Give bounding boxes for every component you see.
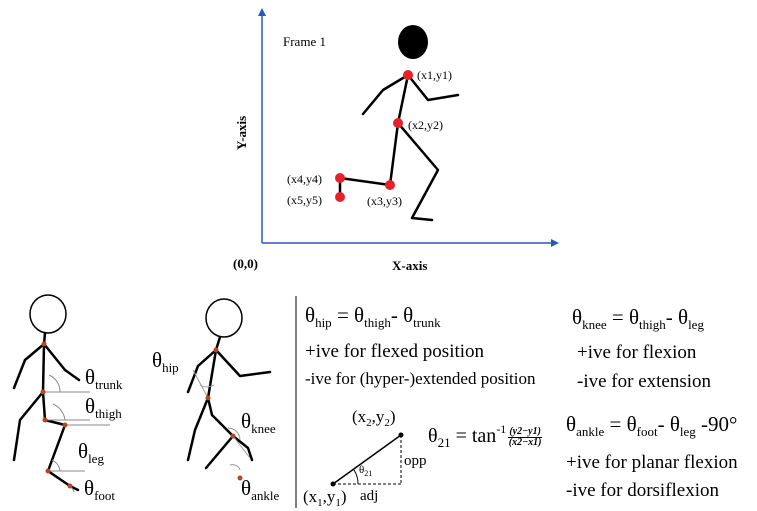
hip-positive-note: +ive for flexed position <box>305 341 485 362</box>
keypoint-markers <box>335 70 413 202</box>
marker-point-3 <box>385 180 395 190</box>
point-x1y1-label: (x1,y1) <box>303 487 347 509</box>
theta-hip-label: θhip <box>152 348 179 375</box>
marker-point-2 <box>393 118 403 128</box>
ankle-positive-note: +ive for planar flexion <box>566 452 738 473</box>
point-label-4: (x4,y4) <box>287 172 322 186</box>
point-label-3: (x3,y3) <box>367 194 402 208</box>
theta-foot-label: θfoot <box>84 476 116 503</box>
point-x2y2-label: (x2,y2) <box>352 407 396 429</box>
frame-label: Frame 1 <box>283 34 326 49</box>
angle-triangle <box>330 432 404 487</box>
theta-leg-label: θleg <box>78 439 104 466</box>
hip-equation: θhip = θthigh- θtrunk <box>305 303 441 330</box>
marker-point-4 <box>335 173 345 183</box>
tan-fraction: (y2−y1) (x2−x1) <box>508 425 542 448</box>
x-axis-label: X-axis <box>392 258 427 273</box>
point-label-2: (x2,y2) <box>408 118 443 132</box>
theta21-formula: θ21 = tan-1 (y2−y1) (x2−x1) <box>428 422 542 450</box>
theta-knee-label: θknee <box>241 409 276 436</box>
marker-point-1 <box>403 70 413 80</box>
origin-label: (0,0) <box>233 256 258 271</box>
triangle-angle-label: θ21 <box>359 464 373 478</box>
knee-equation: θknee = θthigh- θleg <box>572 305 704 332</box>
middle-stick-figure <box>186 298 272 481</box>
marker-point-5 <box>335 192 345 202</box>
theta-trunk-label: θtrunk <box>85 365 123 392</box>
adj-label: adj <box>360 488 379 504</box>
theta-thigh-label: θthigh <box>85 394 122 421</box>
middle-head-shape <box>205 298 243 338</box>
hip-negative-note: -ive for (hyper-)extended position <box>305 369 536 388</box>
left-head-shape <box>29 294 67 334</box>
ankle-negative-note: -ive for dorsiflexion <box>566 480 720 501</box>
point-label-1: (x1,y1) <box>417 68 452 82</box>
y-axis-label: Y-axis <box>234 116 249 150</box>
point-label-5: (x5,y5) <box>287 193 322 207</box>
knee-negative-note: -ive for extension <box>577 371 712 392</box>
top-stick-figure <box>338 25 460 222</box>
head-shape <box>398 25 428 59</box>
knee-positive-note: +ive for flexion <box>577 342 697 363</box>
left-stick-figure <box>12 294 110 493</box>
ankle-equation: θankle = θfoot- θleg -90° <box>566 412 738 439</box>
plot-axes <box>258 8 559 247</box>
theta-ankle-label: θankle <box>241 476 280 503</box>
opp-label: opp <box>404 453 427 469</box>
